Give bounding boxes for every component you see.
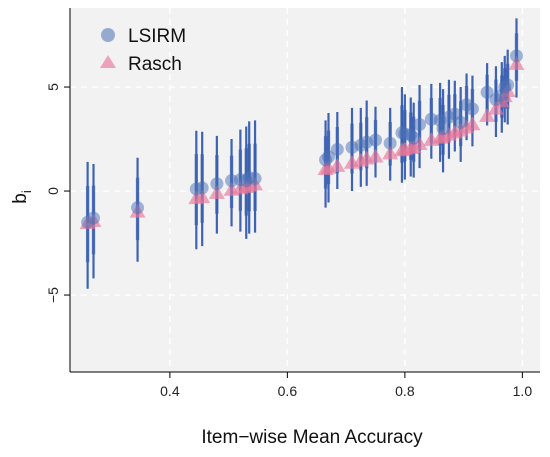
lsirm-point xyxy=(510,49,523,63)
y-tick-label: −5 xyxy=(45,287,61,303)
lsirm-point xyxy=(501,78,515,92)
rasch-point xyxy=(411,136,428,150)
lsirm-point xyxy=(195,181,209,195)
rasch-point xyxy=(487,100,504,115)
legend-lsirm-label: LSIRM xyxy=(128,26,186,47)
x-tick-label: 0.8 xyxy=(395,383,415,399)
axis-ticks: 0.4 0.6 0.8 1.0 −5 0 5 xyxy=(45,8,540,399)
lsirm-point xyxy=(413,117,427,131)
legend: LSIRM Rasch xyxy=(100,26,186,75)
x-tick-label: 0.6 xyxy=(278,383,298,399)
rasch-point xyxy=(329,158,346,172)
y-axis-title: bi xyxy=(10,190,34,204)
rasch-point xyxy=(464,116,481,131)
rasch-point xyxy=(208,185,225,199)
y-axis-title-main: b xyxy=(10,193,31,204)
lsirm-point xyxy=(248,172,262,186)
lsirm-point xyxy=(131,201,145,215)
legend-rasch-marker xyxy=(100,55,116,68)
plot-background xyxy=(70,8,540,372)
lsirm-point xyxy=(407,131,421,145)
rasch-point xyxy=(194,189,211,204)
x-tick-label: 1.0 xyxy=(513,383,533,399)
lsirm-point xyxy=(383,136,397,150)
lsirm-point xyxy=(87,211,100,225)
x-axis-title: Item−wise Mean Accuracy xyxy=(201,427,423,448)
lsirm-point xyxy=(210,177,224,191)
lsirm-point xyxy=(436,122,450,136)
lsirm-point xyxy=(322,150,335,164)
x-tick-label: 0.4 xyxy=(160,383,180,399)
rasch-point xyxy=(508,56,525,70)
y-axis-title-subscript: i xyxy=(19,190,34,193)
lsirm-point xyxy=(454,115,468,129)
lsirm-point xyxy=(369,133,382,147)
y-tick-label: 0 xyxy=(45,187,61,195)
legend-lsirm-marker xyxy=(101,28,115,42)
rasch-point xyxy=(479,108,496,122)
lsirm-point xyxy=(480,85,494,99)
legend-rasch-label: Rasch xyxy=(128,54,182,75)
lsirm-series xyxy=(81,49,523,229)
lsirm-point xyxy=(465,102,479,116)
rasch-point xyxy=(367,148,384,163)
plot-panel xyxy=(70,8,540,372)
lsirm-point xyxy=(330,142,344,156)
y-tick-label: 5 xyxy=(45,83,61,91)
